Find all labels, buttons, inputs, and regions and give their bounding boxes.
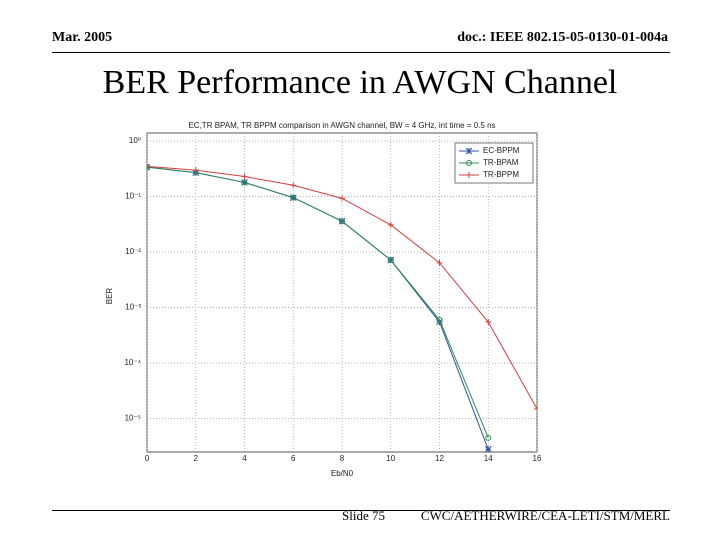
x-tick-label: 10 [386, 454, 395, 463]
x-tick-label: 16 [533, 454, 542, 463]
x-tick-label: 6 [291, 454, 296, 463]
footer-rule [52, 510, 670, 511]
marker [147, 164, 150, 171]
marker [339, 218, 345, 225]
legend-marker [466, 160, 472, 166]
marker [534, 405, 537, 412]
marker [485, 434, 492, 441]
marker [290, 182, 297, 189]
marker [192, 167, 199, 174]
header-doc: doc.: IEEE 802.15-05-0130-01-004a [457, 30, 668, 45]
marker [436, 316, 443, 323]
chart-title: EC,TR BPAM, TR BPPM comparison in AWGN c… [188, 121, 495, 130]
legend-marker [466, 172, 472, 178]
legend-label: TR-BPPM [483, 170, 519, 179]
marker [485, 319, 492, 326]
footer-source: CWC/AETHERWIRE/CEA-LETI/STM/MERL [420, 508, 670, 523]
x-tick-label: 4 [242, 454, 247, 463]
header-date: Mar. 2005 [52, 30, 113, 45]
marker [436, 259, 443, 266]
slide-title: BER Performance in AWGN Channel [102, 64, 618, 101]
y-tick-label: 10⁰ [129, 136, 141, 145]
footer-slide: Slide 75 [342, 508, 385, 523]
y-axis-label: BER [105, 288, 114, 305]
header-rule [52, 52, 670, 53]
x-axis-label: Eb/N0 [331, 469, 354, 478]
legend-label: TR-BPAM [483, 158, 519, 167]
marker [484, 445, 492, 452]
y-tick-label: 10⁻¹ [125, 192, 141, 201]
legend-label: EC-BPPM [483, 146, 520, 155]
marker [290, 194, 297, 201]
marker [241, 179, 248, 186]
marker [387, 221, 394, 228]
series-line [147, 166, 489, 439]
plot-series [147, 163, 537, 452]
y-tick-label: 10⁻² [125, 247, 141, 256]
legend-marker [465, 147, 473, 155]
x-tick-label: 12 [435, 454, 444, 463]
x-tick-label: 2 [194, 454, 199, 463]
y-tick-label: 10⁻³ [125, 303, 141, 312]
marker [147, 163, 150, 170]
y-tick-label: 10⁻⁴ [124, 358, 141, 367]
x-tick-label: 14 [484, 454, 493, 463]
marker [387, 257, 394, 264]
x-tick-label: 8 [340, 454, 345, 463]
marker [339, 195, 345, 202]
x-tick-label: 0 [145, 454, 150, 463]
marker [241, 173, 248, 180]
y-tick-label: 10⁻⁵ [125, 414, 141, 423]
